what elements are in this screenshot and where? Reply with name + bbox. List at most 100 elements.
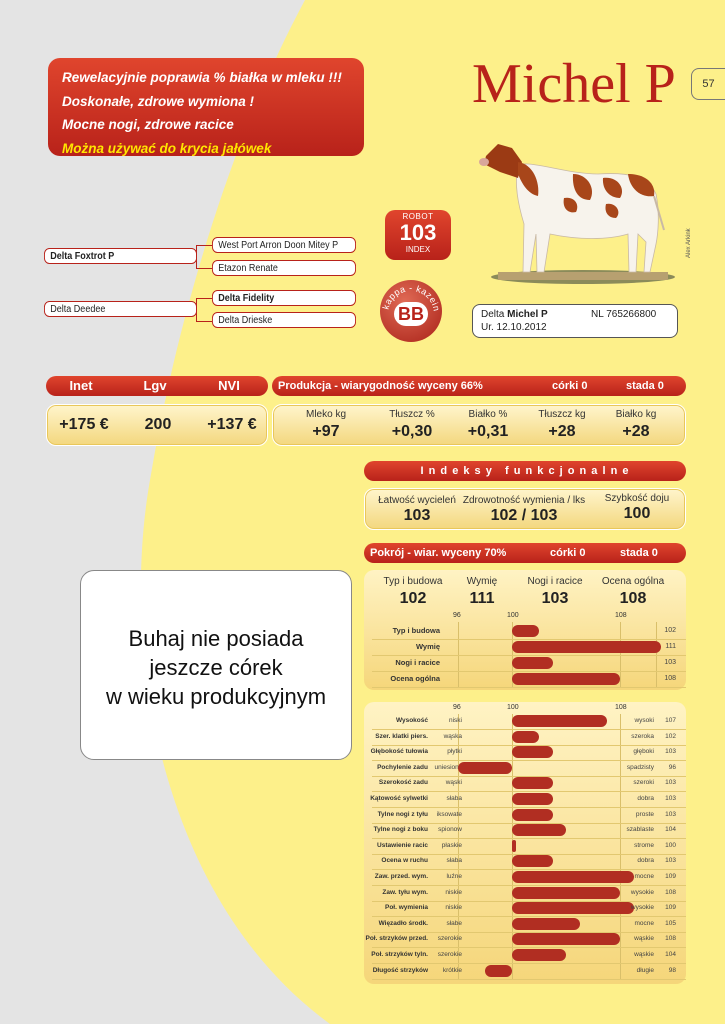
- row-divider: [372, 853, 686, 855]
- production-label-protein-kg: Białko kg: [615, 409, 657, 420]
- row-divider: [372, 744, 686, 746]
- row-divider: [372, 671, 686, 672]
- trait-value: 109: [665, 873, 676, 880]
- kappa-casein-badge: kappa - kazeina BB: [380, 280, 442, 342]
- conf-bar-value: 102: [664, 627, 676, 634]
- trait-name: Szer. klatki piers.: [375, 732, 428, 740]
- scale-tick-label: 108: [615, 704, 627, 711]
- trait-name: Ustawienie racic: [377, 841, 428, 849]
- row-divider: [372, 687, 686, 688]
- conf-bar-label: Nogi i racice: [395, 658, 440, 667]
- functional-label-calving: Łatwość wycieleń: [378, 495, 456, 506]
- pedigree-sire: Delta Foxtrot P: [44, 248, 197, 264]
- conf-bar-label: Ocena ogólna: [390, 674, 440, 683]
- trait-low-label: luźne: [446, 873, 462, 880]
- notice-line-3: w wieku produkcyjnym: [105, 684, 327, 709]
- trait-high-label: wysoki: [634, 717, 654, 724]
- promo-line-1: Rewelacyjnie poprawia % białka w mleku !…: [62, 70, 342, 85]
- linear-traits-panel: 96 100 108 Wysokość niski wysoki 107 Szer. klat…: [364, 702, 686, 984]
- trait-high-label: szeroki: [633, 779, 654, 787]
- functional-header: I n d e k s y f u n k c j o n a l n e: [364, 461, 686, 481]
- trait-bar: [512, 855, 553, 868]
- trait-name: Poł. strzyków przed.: [365, 935, 429, 943]
- row-divider: [372, 807, 686, 808]
- trait-high-label: szablaste: [626, 826, 654, 834]
- trait-high-label: wąskie: [634, 935, 654, 943]
- no-daughters-notice: Buhaj nie posiada jeszcze córek w wieku …: [80, 570, 352, 760]
- photo-credit: Alex Arkink: [686, 228, 692, 258]
- pedigree-dam-dam: Delta Drieske: [212, 312, 356, 328]
- promo-box: Rewelacyjnie poprawia % białka w mleku !…: [48, 58, 364, 156]
- promo-line-2: Doskonałe, zdrowe wymiona !: [62, 93, 255, 109]
- indices-panel: +175 € 200 +137 €: [46, 404, 268, 446]
- trait-name: Pochylenie zadu: [377, 763, 428, 771]
- trait-high-label: mocne: [634, 873, 654, 880]
- robot-label: ROBOT: [402, 212, 434, 221]
- trait-bar: [512, 917, 580, 930]
- scale-tick-label: 96: [453, 704, 461, 711]
- trait-bar: [512, 839, 516, 852]
- functional-label-udder-health: Zdrowotność wymienia / lks: [462, 495, 586, 506]
- functional-value-calving: 103: [403, 507, 431, 524]
- trait-low-label: wąska: [443, 732, 462, 740]
- linear-traits-chart: 96 100 108 Wysokość niski wysoki 107 Szer. klat…: [364, 702, 686, 984]
- conf-value-legs: 103: [541, 590, 569, 607]
- pedigree-dam-sire: Delta Fidelity: [212, 290, 356, 306]
- trait-high-label: szeroka: [631, 732, 654, 740]
- trait-value: 109: [665, 904, 676, 912]
- production-value-protein-pct: +0,31: [467, 423, 509, 440]
- trait-bar: [512, 949, 566, 961]
- conformation-panel: Typ i budowa Wymię Nogi i racice Ocena o…: [364, 570, 686, 690]
- row-divider: [372, 900, 686, 902]
- pedigree-connector: [196, 245, 197, 269]
- trait-bar: [485, 964, 512, 977]
- trait-value: 104: [665, 951, 676, 958]
- conf-bar-label: Wymię: [415, 642, 440, 651]
- production-value-fat-pct: +0,30: [391, 423, 433, 440]
- kappa-value: BB: [394, 302, 428, 326]
- robot-value: 103: [399, 220, 437, 245]
- robot-index-label: INDEX: [405, 245, 431, 254]
- trait-high-label: proste: [635, 810, 654, 818]
- production-value-protein-kg: +28: [622, 423, 650, 440]
- trait-name: Poł. strzyków tyln.: [371, 951, 428, 958]
- row-divider: [372, 931, 686, 933]
- functional-panel: Łatwość wycieleń Zdrowotność wymienia / …: [364, 488, 686, 530]
- trait-value: 96: [668, 763, 676, 771]
- trait-high-label: długie: [636, 966, 654, 974]
- conf-bar: [512, 673, 620, 685]
- row-divider: [372, 655, 686, 656]
- row-divider: [372, 978, 686, 980]
- conf-bar: [512, 625, 539, 637]
- trait-value: 108: [665, 935, 676, 943]
- row-divider: [372, 822, 686, 824]
- index-header-inet: Inet: [69, 378, 93, 393]
- production-label-protein-pct: Białko %: [468, 409, 508, 420]
- production-label-fat-kg: Tłuszcz kg: [538, 409, 586, 420]
- row-divider: [372, 869, 686, 871]
- trait-low-label: płytki: [447, 748, 462, 756]
- animal-name-prefix: Delta: [481, 309, 508, 320]
- trait-name: Tylne nogi z boku: [373, 826, 428, 834]
- trait-name: Wysokość: [395, 717, 428, 724]
- conformation-herds: stada 0: [620, 547, 658, 559]
- pedigree-connector: [196, 298, 212, 299]
- trait-value: 98: [668, 966, 676, 974]
- animal-id-box: Delta Michel P NL 765266800 Ur. 12.10.20…: [472, 304, 678, 338]
- trait-bar: [458, 761, 512, 774]
- trait-value: 103: [665, 779, 676, 787]
- trait-value: 108: [665, 888, 676, 896]
- trait-low-label: wąski: [445, 779, 462, 787]
- row-divider: [372, 760, 686, 762]
- promo-line-4: Można używać do krycia jałówek: [62, 140, 272, 156]
- trait-value: 100: [665, 841, 676, 849]
- trait-low-label: niskie: [445, 888, 462, 896]
- trait-name: Szerokość zadu: [378, 779, 428, 787]
- row-divider: [372, 791, 686, 793]
- pedigree-dam: Delta Deedee: [44, 301, 197, 317]
- trait-low-label: płaskie: [441, 841, 462, 849]
- index-header-nvi: NVI: [218, 378, 240, 393]
- trait-low-label: słaba: [446, 857, 462, 865]
- scale-gridline: [458, 714, 459, 980]
- index-header-lgv: Lgv: [143, 378, 167, 393]
